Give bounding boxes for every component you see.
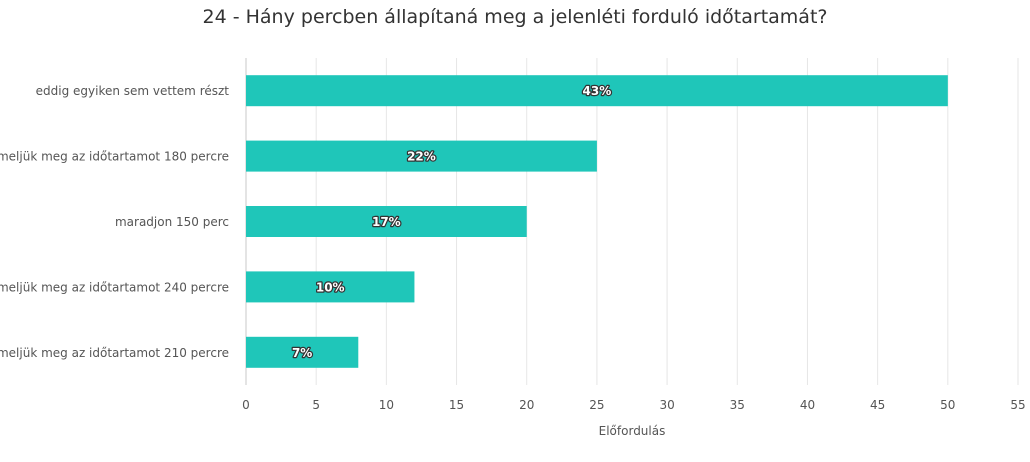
x-tick-label: 35 (730, 398, 745, 412)
x-tick-label: 0 (242, 398, 250, 412)
x-tick-label: 45 (870, 398, 885, 412)
x-axis-label: Előfordulás (599, 424, 666, 438)
bar (246, 336, 359, 368)
chart-title: 24 - Hány percben állapítaná meg a jelen… (202, 6, 828, 28)
data-label: 43% (583, 84, 612, 98)
bar (246, 75, 948, 107)
data-label: 7% (292, 346, 312, 360)
data-label: 17% (372, 215, 401, 229)
bar (246, 271, 415, 303)
x-tick-label: 10 (379, 398, 394, 412)
x-tick-label: 30 (659, 398, 674, 412)
x-tick-label: 50 (940, 398, 955, 412)
x-tick-label: 55 (1010, 398, 1025, 412)
bar (246, 206, 527, 237)
bar (246, 140, 597, 172)
x-tick-label: 15 (449, 398, 464, 412)
category-label: eddig egyiken sem vettem részt (36, 84, 230, 98)
x-tick-label: 5 (312, 398, 320, 412)
x-tick-label: 40 (800, 398, 815, 412)
category-label: emeljük meg az időtartamot 180 percre (0, 150, 229, 164)
data-label: 10% (316, 280, 345, 294)
category-label: emeljük meg az időtartamot 240 percre (0, 280, 229, 294)
category-label: emeljük meg az időtartamot 210 percre (0, 346, 229, 360)
category-label: maradjon 150 perc (115, 215, 229, 229)
x-tick-label: 25 (589, 398, 604, 412)
data-label: 22% (407, 150, 436, 164)
x-tick-label: 20 (519, 398, 534, 412)
